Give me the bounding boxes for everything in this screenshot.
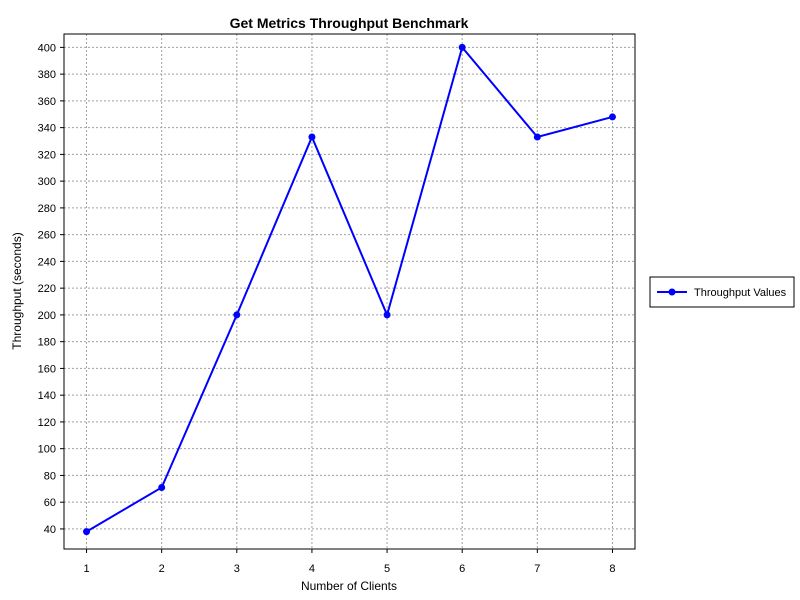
x-tick-label: 7 [534,563,540,575]
grid-lines [64,34,635,549]
x-tick-label: 1 [83,563,89,575]
chart-title: Get Metrics Throughput Benchmark [230,15,469,31]
series-line [86,45,613,533]
y-tick-label: 260 [38,230,56,242]
y-tick-label: 100 [38,444,56,456]
y-axis-label: Throughput (seconds) [10,232,24,349]
y-tick-label: 80 [44,470,56,482]
y-tick-label: 180 [38,337,56,349]
data-point [83,528,91,536]
y-tick-label: 280 [38,203,56,215]
x-tick-label: 6 [459,563,465,575]
y-tick-label: 360 [38,96,56,108]
series-layer [83,43,616,536]
axis-ticks: 1 2 3 4 5 6 7 8 40 60 80 100 120 140 160 180 200 220 240 26… [38,42,616,575]
x-tick-label: 4 [309,563,315,575]
y-tick-label: 320 [38,149,56,161]
x-tick-label: 5 [384,563,390,575]
x-tick-label: 3 [234,563,240,575]
y-tick-label: 240 [38,256,56,268]
y-tick-label: 400 [38,42,56,54]
y-tick-label: 300 [38,176,56,188]
legend-label: Throughput Values [694,287,787,299]
legend-marker-swatch [668,288,676,296]
y-tick-label: 380 [38,69,56,81]
data-point [158,483,166,491]
data-point [308,133,316,141]
data-point [383,311,391,319]
x-tick-label: 2 [159,563,165,575]
data-point [233,311,241,319]
y-tick-label: 200 [38,310,56,322]
y-tick-label: 140 [38,390,56,402]
y-tick-label: 40 [44,524,56,536]
data-point [608,113,616,121]
y-tick-label: 60 [44,497,56,509]
legend: Throughput Values [649,276,795,308]
x-tick-label: 8 [609,563,615,575]
y-tick-label: 220 [38,283,56,295]
x-axis-label: Number of Clients [301,579,397,593]
y-tick-label: 160 [38,363,56,375]
data-point [533,133,541,141]
plot-area [63,33,636,550]
y-tick-label: 120 [38,417,56,429]
data-point [458,43,466,51]
y-tick-label: 340 [38,123,56,135]
